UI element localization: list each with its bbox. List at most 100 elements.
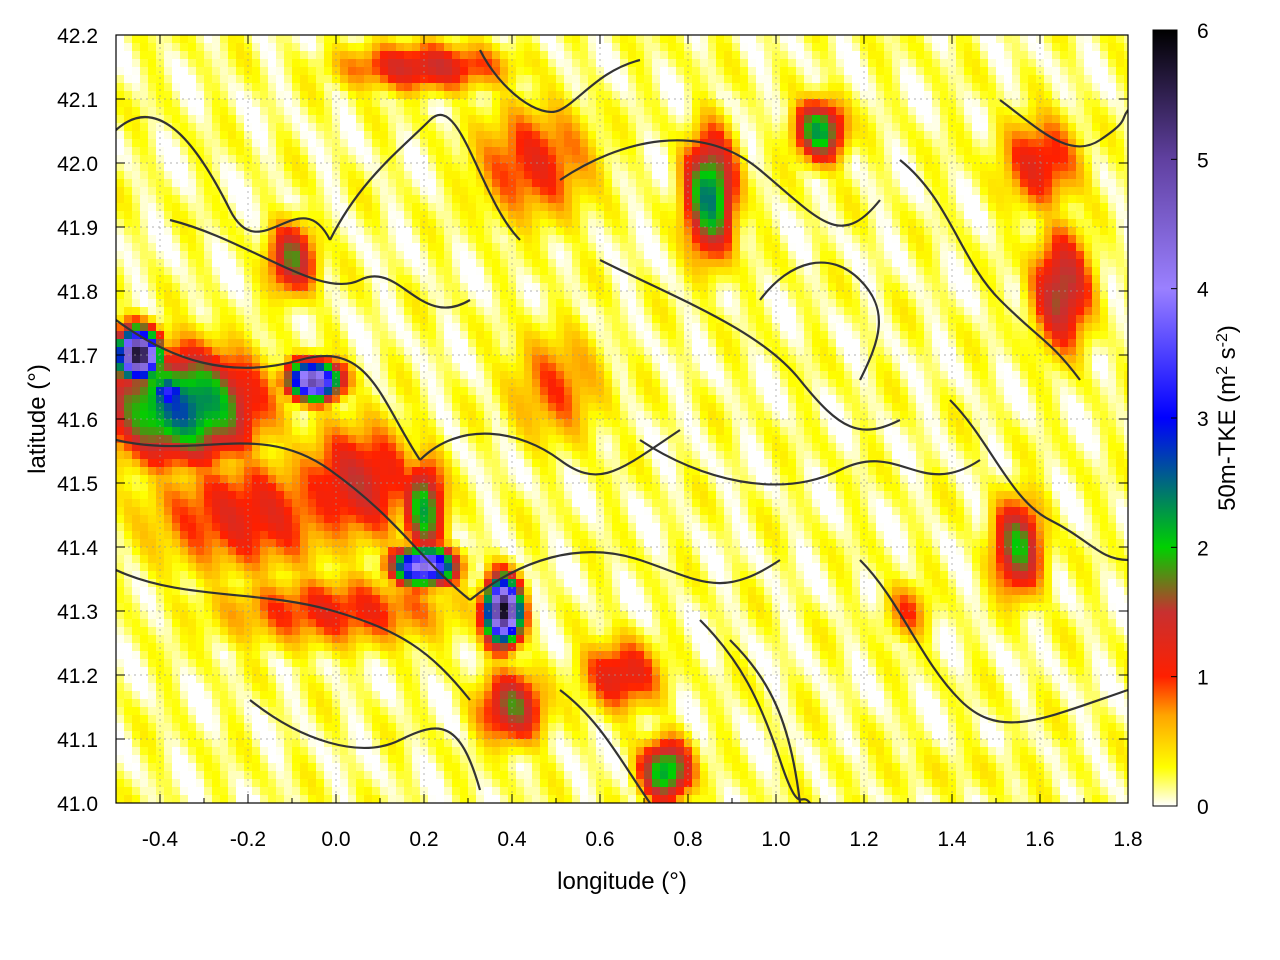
tke-cell <box>1084 299 1093 308</box>
tke-cell <box>868 163 877 172</box>
tke-cell <box>404 59 413 68</box>
tke-cell <box>332 315 341 324</box>
tke-cell <box>1020 267 1029 276</box>
tke-cell <box>428 235 437 244</box>
tke-cell <box>484 283 493 292</box>
tke-cell <box>524 323 533 332</box>
tke-cell <box>132 35 141 44</box>
tke-cell <box>748 243 757 252</box>
tke-cell <box>772 155 781 164</box>
tke-cell <box>1076 35 1085 44</box>
tke-cell <box>1004 299 1013 308</box>
tke-cell <box>668 131 677 140</box>
tke-cell <box>644 307 653 316</box>
tke-cell <box>812 339 821 348</box>
tke-cell <box>1028 283 1037 292</box>
tke-cell <box>740 251 749 260</box>
tke-cell <box>556 203 565 212</box>
tke-cell <box>636 91 645 100</box>
tke-cell <box>660 331 669 340</box>
tke-cell <box>764 291 773 300</box>
tke-cell <box>580 275 589 284</box>
tke-cell <box>812 251 821 260</box>
tke-cell <box>156 339 165 348</box>
tke-cell <box>628 243 637 252</box>
tke-cell <box>556 227 565 236</box>
tke-cell <box>828 243 837 252</box>
tke-cell <box>132 179 141 188</box>
tke-cell <box>364 291 373 300</box>
tke-cell <box>452 83 461 92</box>
tke-cell <box>260 291 269 300</box>
tke-cell <box>748 43 757 52</box>
tke-cell <box>524 163 533 172</box>
tke-cell <box>796 75 805 84</box>
tke-cell <box>348 347 357 356</box>
tke-cell <box>836 139 845 148</box>
tke-cell <box>380 259 389 268</box>
tke-cell <box>668 219 677 228</box>
tke-cell <box>708 299 717 308</box>
tke-cell <box>924 235 933 244</box>
tke-cell <box>916 323 925 332</box>
tke-cell <box>172 235 181 244</box>
tke-cell <box>188 347 197 356</box>
tke-cell <box>484 211 493 220</box>
tke-cell <box>380 131 389 140</box>
tke-cell <box>1020 283 1029 292</box>
tke-cell <box>116 315 125 324</box>
tke-cell <box>228 315 237 324</box>
tke-cell <box>332 347 341 356</box>
tke-cell <box>588 179 597 188</box>
tke-cell <box>668 315 677 324</box>
tke-cell <box>1116 115 1125 124</box>
tke-cell <box>124 219 133 228</box>
tke-cell <box>628 331 637 340</box>
tke-cell <box>660 203 669 212</box>
tke-cell <box>932 35 941 44</box>
tke-cell <box>892 291 901 300</box>
tke-cell <box>628 75 637 84</box>
tke-cell <box>348 107 357 116</box>
tke-cell <box>164 115 173 124</box>
tke-cell <box>764 147 773 156</box>
tke-cell <box>860 251 869 260</box>
tke-cell <box>1076 315 1085 324</box>
tke-cell <box>364 75 373 84</box>
tke-cell <box>980 275 989 284</box>
tke-cell <box>708 251 717 260</box>
tke-cell <box>148 131 157 140</box>
tke-cell <box>764 131 773 140</box>
tke-cell <box>516 83 525 92</box>
tke-cell <box>540 299 549 308</box>
tke-cell <box>612 291 621 300</box>
tke-cell <box>764 187 773 196</box>
tke-cell <box>948 179 957 188</box>
tke-cell <box>980 123 989 132</box>
tke-cell <box>364 35 373 44</box>
tke-cell <box>1100 131 1109 140</box>
tke-cell <box>452 107 461 116</box>
tke-cell <box>356 235 365 244</box>
tke-cell <box>452 155 461 164</box>
tke-cell <box>908 99 917 108</box>
tke-cell <box>724 307 733 316</box>
tke-cell <box>148 291 157 300</box>
tke-cell <box>884 179 893 188</box>
tke-cell <box>772 339 781 348</box>
tke-cell <box>1108 251 1117 260</box>
tke-cell <box>236 307 245 316</box>
tke-cell <box>172 211 181 220</box>
tke-cell <box>748 75 757 84</box>
tke-cell <box>188 251 197 260</box>
tke-cell <box>756 219 765 228</box>
tke-cell <box>532 83 541 92</box>
tke-cell <box>764 171 773 180</box>
tke-cell <box>500 99 509 108</box>
tke-cell <box>668 67 677 76</box>
tke-cell <box>564 315 573 324</box>
tke-cell <box>980 211 989 220</box>
tke-cell <box>276 307 285 316</box>
tke-cell <box>972 115 981 124</box>
tke-cell <box>260 251 269 260</box>
